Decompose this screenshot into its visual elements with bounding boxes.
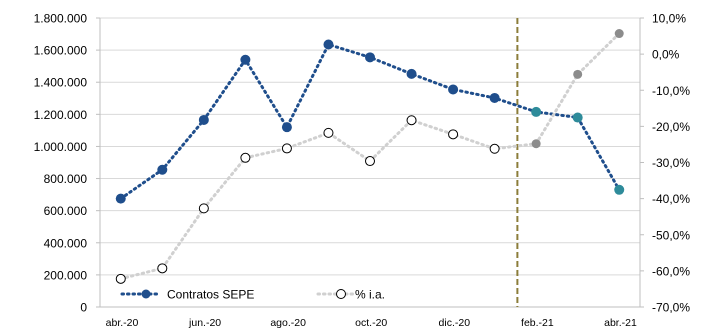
- x-tick-label: feb.-21: [521, 317, 554, 329]
- point-ia: [281, 143, 292, 154]
- legend-marker-contratos: [141, 289, 151, 299]
- point-contratos: [323, 39, 334, 50]
- point-ia: [115, 273, 126, 284]
- legend-item-ia: % i.a.: [316, 288, 385, 302]
- left-tick-label: 1.200.000: [34, 108, 88, 122]
- legend-marker-ia: [336, 289, 346, 299]
- legend: Contratos SEPE % i.a.: [120, 288, 385, 302]
- point-contratos: [198, 114, 209, 125]
- point-ia: [614, 29, 624, 39]
- left-tick-label: 1.400.000: [34, 76, 88, 90]
- point-contratos: [531, 106, 542, 117]
- legend-label-contratos: Contratos SEPE: [167, 288, 254, 302]
- point-contratos: [406, 68, 417, 79]
- right-tick-label: -30,0%: [652, 156, 690, 170]
- point-contratos: [489, 92, 500, 103]
- legend-item-contratos: Contratos SEPE: [120, 288, 254, 302]
- point-contratos: [240, 54, 251, 65]
- x-tick-label: abr.-20: [106, 317, 139, 329]
- left-tick-label: 1.600.000: [34, 44, 88, 58]
- point-ia: [157, 263, 168, 274]
- x-tick-label: dic.-20: [439, 317, 471, 329]
- left-tick-label: 600.000: [44, 204, 88, 218]
- x-axis: abr.-20 jun.-20 ago.-20 oct.-20 dic.-20 feb.-…: [100, 306, 640, 329]
- right-tick-label: -20,0%: [652, 120, 690, 134]
- point-ia: [573, 69, 583, 79]
- x-tick-label: jun.-20: [188, 317, 221, 329]
- x-tick-label: ago.-20: [270, 317, 306, 329]
- point-ia: [406, 115, 417, 126]
- right-tick-label: -50,0%: [652, 228, 690, 242]
- point-ia: [365, 156, 375, 167]
- left-tick-label: 200.000: [44, 268, 88, 282]
- left-tick-label: 1.000.000: [34, 140, 88, 154]
- right-tick-label: -10,0%: [652, 84, 690, 98]
- point-contratos: [448, 84, 459, 95]
- point-contratos: [572, 112, 583, 123]
- left-tick-label: 0: [80, 301, 87, 315]
- right-tick-label: -70,0%: [652, 301, 690, 315]
- point-ia: [323, 127, 334, 138]
- right-y-axis: -70,0% -60,0% -50,0% -40,0% -30,0% -20,0% -10,…: [640, 12, 690, 315]
- point-ia: [489, 143, 500, 154]
- legend-label-ia: % i.a.: [355, 288, 385, 302]
- point-contratos: [614, 184, 625, 195]
- right-tick-label: -40,0%: [652, 192, 690, 206]
- left-tick-label: 400.000: [44, 236, 88, 250]
- point-ia: [531, 139, 541, 149]
- right-tick-label: 0,0%: [652, 48, 680, 62]
- point-contratos: [365, 52, 375, 63]
- left-tick-label: 1.800.000: [34, 12, 88, 26]
- point-ia: [448, 129, 459, 140]
- right-tick-label: -60,0%: [652, 264, 690, 278]
- plot-series: [115, 29, 625, 284]
- point-contratos: [281, 122, 292, 133]
- point-contratos: [115, 193, 126, 204]
- series-line-0: [119, 42, 621, 201]
- left-y-axis: 0 200.000 400.000 600.000 800.000 1.000.000 1.…: [34, 12, 641, 315]
- x-tick-label: oct.-20: [355, 317, 387, 329]
- right-tick-label: 10,0%: [652, 12, 686, 26]
- point-ia: [198, 203, 209, 214]
- x-tick-label: abr.-21: [604, 317, 637, 329]
- left-tick-label: 800.000: [44, 172, 88, 186]
- gridlines: [100, 17, 640, 308]
- point-ia: [240, 152, 251, 163]
- point-contratos: [157, 164, 168, 175]
